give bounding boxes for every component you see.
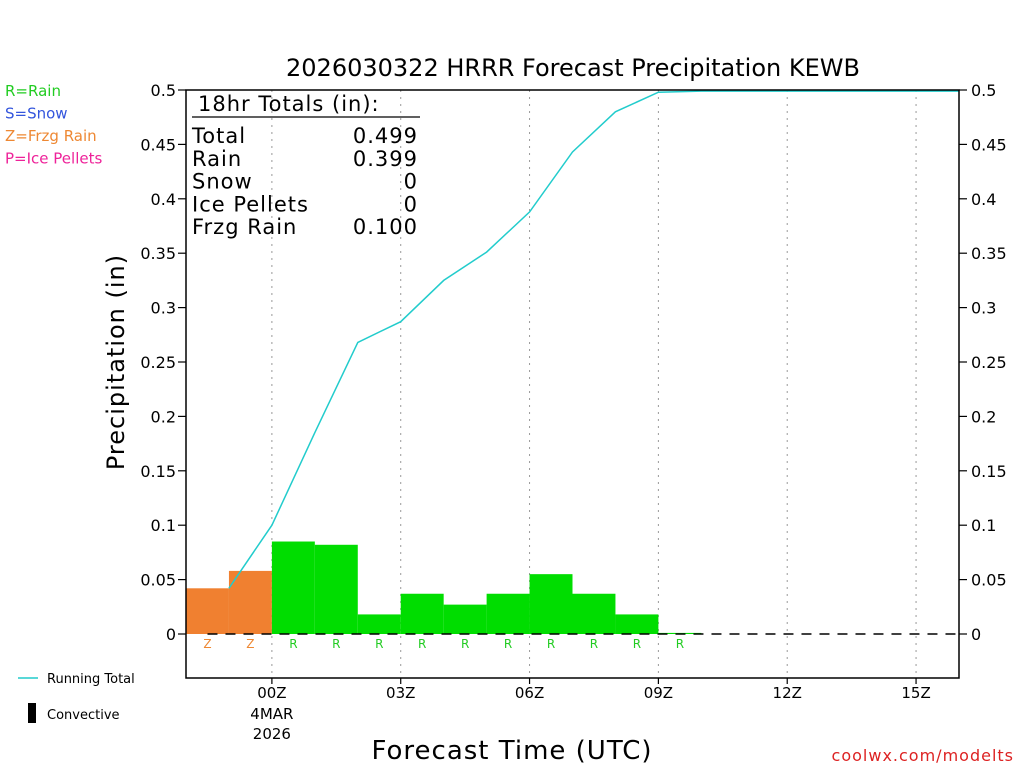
totals-heading: 18hr Totals (in): [198,92,380,116]
precip-bar [486,593,530,634]
legend-type-S: S=Snow [5,105,68,123]
y-axis-label: Precipitation (in) [102,254,130,470]
x-tick-label: 03Z [386,684,415,702]
x-tick-label: 12Z [773,684,802,702]
bar-type-code: R [332,637,340,651]
y-tick-label-right: 0.25 [971,353,1007,372]
running-total-line [228,90,959,589]
y-tick-label-right: 0.35 [971,244,1007,263]
convective-legend-swatch [28,703,36,723]
bar-type-code: R [633,637,641,651]
y-tick-label-left: 0.4 [151,190,176,209]
y-tick-label-right: 0 [971,625,981,644]
legend-type-Z: Z=Frzg Rain [5,127,97,145]
totals-row-label: Total [191,124,246,148]
precip-bar [314,544,358,634]
x-tick-label: 09Z [644,684,673,702]
bottom-legend: Running Total Convective [18,672,135,723]
precip-bar [443,604,487,634]
totals-row-label: Ice Pellets [192,192,309,216]
y-tick-label-right: 0.45 [971,135,1007,154]
y-tick-label-left: 0 [166,625,176,644]
totals-row-label: Snow [192,170,253,194]
totals-row-value: 0 [404,192,418,216]
bar-type-code: Z [246,637,254,651]
y-tick-label-right: 0.4 [971,190,996,209]
bar-type-code: Z [203,637,211,651]
precip-bar [271,541,315,634]
bar-type-code: R [547,637,555,651]
totals-row-value: 0 [404,170,418,194]
y-tick-label-left: 0.15 [140,462,176,481]
convective-legend-label: Convective [47,708,120,723]
bar-type-code: R [289,637,297,651]
vertical-gridlines [271,90,917,678]
totals-row-value: 0.499 [353,124,418,148]
y-tick-label-left: 0.2 [151,407,176,426]
precip-bar [572,593,616,634]
plot-frame [185,89,960,679]
x-tick-date-label: 4MAR [250,705,293,723]
totals-box: 18hr Totals (in): Total 0.499 Rain 0.399 Sno… [191,92,420,239]
running-total-series [228,90,959,589]
y-ticks-right: 0 0.05 0.1 0.15 0.2 0.25 0.3 0.35 0.4 0.45 0.5 [959,81,1007,644]
y-tick-label-left: 0.05 [140,571,176,590]
y-tick-label-right: 0.3 [971,299,996,318]
x-tick-label: 00Z [257,684,286,702]
totals-row-label: Frzg Rain [192,215,297,239]
totals-row-value: 0.100 [353,215,418,239]
x-tick-label: 06Z [515,684,544,702]
y-tick-label-left: 0.3 [151,299,176,318]
y-tick-label-left: 0.5 [151,81,176,100]
legend-type-R: R=Rain [5,82,61,100]
x-ticks: 00Z 4MAR 2026 03Z 06Z 09Z 12Z 15Z [250,678,931,743]
bar-type-code: R [590,637,598,651]
precip-bar [186,588,229,634]
y-tick-label-left: 0.35 [140,244,176,263]
precip-type-legend: R=Rain S=Snow Z=Frzg Rain P=Ice Pellets [5,82,102,168]
y-tick-label-left: 0.45 [140,135,176,154]
precip-bars [186,541,702,634]
chart-title: 2026030322 HRRR Forecast Precipitation K… [286,54,860,82]
precip-bar [228,570,272,634]
precip-bar [357,614,401,634]
running-total-legend-label: Running Total [47,672,135,687]
totals-row-label: Rain [192,147,242,171]
credit-text: coolwx.com/modelts [832,746,1014,765]
precip-bar [615,614,659,634]
y-tick-label-left: 0.1 [151,516,176,535]
y-tick-label-right: 0.2 [971,407,996,426]
bar-type-code: R [418,637,426,651]
precip-bar [529,574,573,634]
bar-type-code: R [461,637,469,651]
x-axis-label: Forecast Time (UTC) [371,736,652,766]
y-tick-label-right: 0.5 [971,81,996,100]
y-tick-label-right: 0.1 [971,516,996,535]
bar-type-code: R [375,637,383,651]
y-tick-label-right: 0.15 [971,462,1007,481]
y-ticks-left: 0 0.05 0.1 0.15 0.2 0.25 0.3 0.35 0.4 0.45 0.5 [140,81,186,644]
x-tick-label: 15Z [901,684,930,702]
y-tick-label-left: 0.25 [140,353,176,372]
totals-row-value: 0.399 [353,147,418,171]
legend-type-P: P=Ice Pellets [5,150,102,168]
bar-type-code: R [676,637,684,651]
y-tick-label-right: 0.05 [971,571,1007,590]
bar-type-code: R [504,637,512,651]
precip-bar [400,593,444,634]
x-tick-year-label: 2026 [253,725,291,743]
